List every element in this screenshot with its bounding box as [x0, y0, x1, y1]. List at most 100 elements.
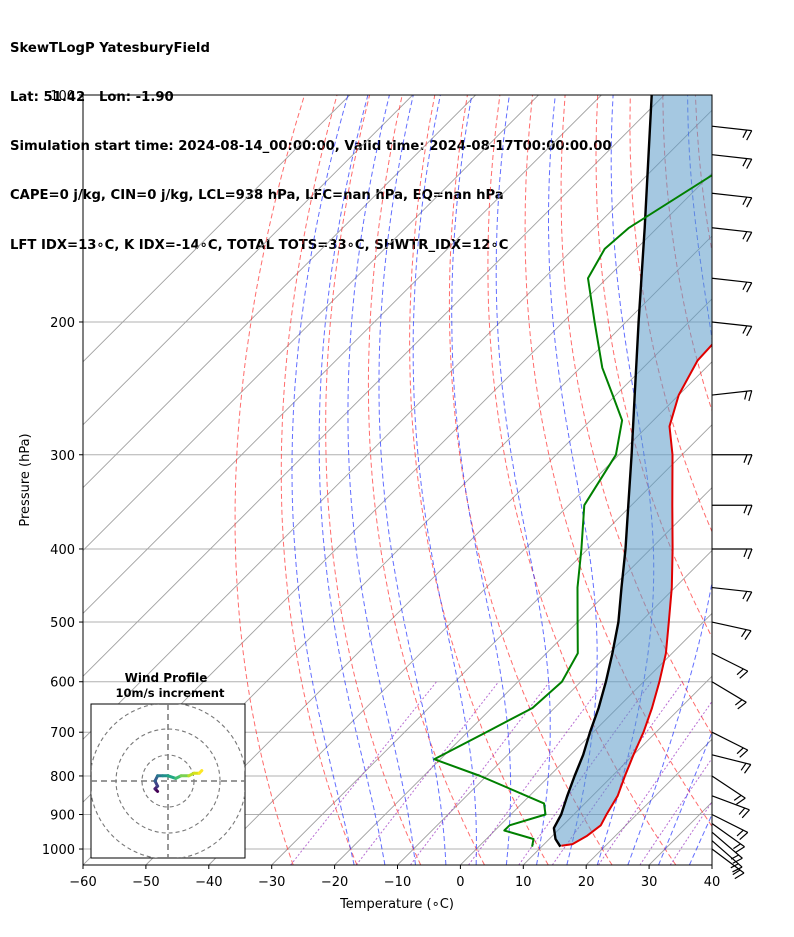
dewpoint-profile-line — [433, 174, 712, 847]
moist-adiabat-line — [412, 95, 477, 865]
wind-barb-feather — [739, 831, 749, 841]
wind-barb-feather — [740, 762, 747, 771]
wind-barb-feather — [747, 505, 753, 516]
x-tick-label: −10 — [384, 875, 411, 890]
x-tick-label: 0 — [456, 875, 464, 890]
x-tick-label: −40 — [195, 875, 222, 890]
y-tick-label: 100 — [50, 89, 75, 104]
wind-barb-feather — [733, 794, 742, 801]
dry-adiabat-line — [280, 95, 358, 865]
wind-barb-feather — [732, 866, 743, 873]
location-line: Lat: 51.42 Lon: -1.90 — [10, 90, 174, 106]
wind-barb — [711, 586, 753, 602]
wind-barbs — [711, 125, 753, 880]
x-tick-label: 10 — [515, 875, 532, 890]
wind-barb-staff — [711, 192, 752, 199]
wind-barb — [711, 277, 753, 293]
wind-barb — [712, 454, 753, 465]
y-axis-label: Pressure (hPa) — [18, 433, 33, 526]
wind-barb-staff — [711, 154, 752, 160]
isotherm-line — [83, 95, 351, 363]
isotherm-line — [83, 95, 476, 489]
wind-barb — [711, 831, 743, 864]
x-tick-label: −60 — [69, 875, 96, 890]
cin-cape-shading — [554, 95, 712, 846]
dry-adiabats — [234, 95, 712, 865]
wind-barb — [711, 321, 753, 337]
mixing-ratio-line — [639, 757, 712, 865]
x-axis-label: Temperature (∘C) — [339, 897, 454, 912]
y-tick-label: 600 — [50, 676, 75, 691]
wind-barb-feather — [746, 158, 753, 169]
wind-barb-feather — [736, 668, 744, 676]
isotherm-line — [711, 864, 712, 865]
wind-barb-staff — [711, 277, 752, 284]
y-tick-label: 1000 — [42, 843, 75, 858]
wind-barb-staff — [711, 652, 749, 672]
mixing-ratio-line — [669, 800, 712, 865]
dry-adiabat-line — [662, 95, 712, 413]
moist-adiabat-line — [495, 95, 551, 865]
wind-barb-feather — [739, 749, 749, 758]
wind-barb-feather — [733, 843, 741, 850]
isotherm-line — [522, 675, 712, 865]
x-axis-ticks: −60 −50 −40 −30 −20 −10 0 10 20 30 40 — [69, 865, 720, 890]
wind-barb — [711, 681, 747, 710]
wind-barb-feather — [748, 390, 753, 402]
dry-adiabat-line — [595, 95, 712, 639]
wind-barb-feather — [743, 454, 748, 463]
isotherm-line — [334, 486, 712, 865]
wind-barb — [711, 813, 749, 841]
isotherm-line — [397, 549, 712, 865]
moist-adiabat-line — [548, 95, 598, 865]
wind-barb-feather — [742, 129, 748, 138]
moist-adiabat-line — [627, 95, 712, 865]
wind-barb-feather — [746, 282, 753, 293]
wind-barb-feather — [744, 764, 752, 774]
x-tick-label: −30 — [258, 875, 285, 890]
moist-adiabat-line — [347, 95, 416, 865]
hodograph-subtitle: 10m/s increment — [116, 686, 225, 700]
y-tick-label: 200 — [50, 316, 75, 331]
y-tick-label: 500 — [50, 616, 75, 631]
x-tick-label: −50 — [132, 875, 159, 890]
isotherm-line — [83, 109, 712, 740]
wind-barb — [711, 154, 753, 169]
wind-barb-feather — [736, 829, 744, 837]
temperature-profile-line — [561, 343, 712, 847]
mixing-ratio-line — [409, 681, 550, 865]
wind-barb — [712, 548, 753, 560]
hodograph-title: Wind Profile — [125, 671, 208, 685]
moist-adiabat-line — [318, 95, 386, 865]
wind-barb-staff — [711, 840, 743, 868]
y-axis-ticks: 1000 900 800 700 600 500 400 300 200 100 — [42, 89, 83, 858]
cin-shaded-area — [554, 95, 712, 846]
dry-adiabat-line — [409, 95, 549, 865]
isotherm-line — [208, 361, 712, 865]
wind-barb — [711, 731, 749, 758]
wind-barb-feather — [742, 196, 748, 206]
wind-barb-staff — [711, 775, 746, 799]
isotherm-line — [83, 95, 414, 426]
wind-barb-staff — [711, 227, 752, 233]
wind-barb-feather — [732, 869, 741, 876]
wind-barb-feather — [744, 391, 748, 400]
moist-adiabats — [291, 95, 794, 865]
moist-adiabat-line — [720, 95, 794, 865]
wind-barb-staff — [711, 621, 752, 632]
wind-barb-feather — [742, 158, 748, 167]
moist-adiabat-line — [658, 730, 712, 865]
y-tick-label: 400 — [50, 543, 75, 558]
y-tick-label: 300 — [50, 449, 75, 464]
wind-barb — [711, 795, 750, 819]
wind-barb-feather — [736, 747, 744, 755]
wind-barb-feather — [743, 548, 748, 558]
y-tick-label: 900 — [50, 809, 75, 824]
indices-line: LFT IDX=13∘C, K IDX=-14∘C, TOTAL TOTS=33… — [10, 237, 509, 253]
wind-barb-feather — [746, 591, 753, 602]
wind-barb-staff — [711, 586, 752, 593]
dry-adiabat-line — [367, 95, 485, 865]
wind-barb-staff — [711, 731, 749, 751]
wind-barb-feather — [742, 325, 748, 334]
wind-barb — [711, 840, 743, 873]
